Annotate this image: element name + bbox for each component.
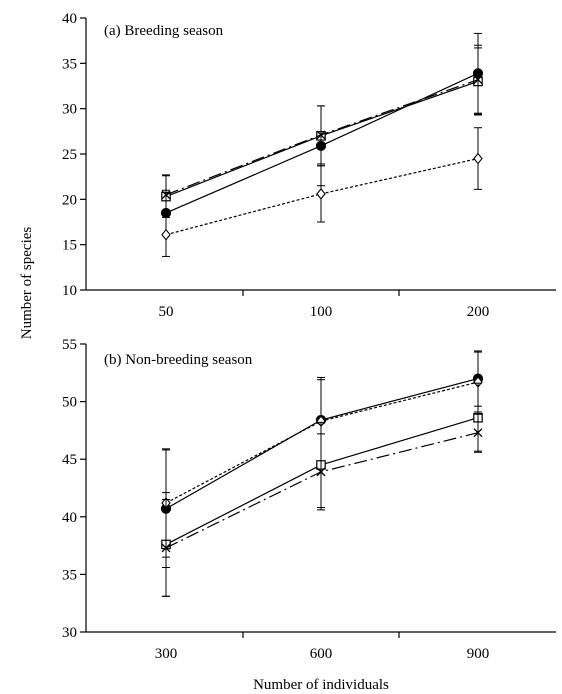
y-tick-label: 40: [62, 11, 77, 27]
data-point-open-diamond: [474, 154, 482, 164]
y-tick-label: 35: [62, 56, 77, 72]
series-line: [166, 379, 478, 509]
y-tick-label: 40: [62, 510, 77, 526]
y-tick-label: 20: [62, 192, 77, 208]
y-tick-label: 30: [62, 102, 77, 118]
x-tick-label: 300: [155, 646, 178, 662]
y-tick-label: 15: [62, 238, 77, 254]
y-tick-label: 25: [62, 147, 77, 163]
data-point-open-diamond: [162, 230, 170, 240]
y-tick-label: 30: [62, 625, 77, 641]
x-axis-title: Number of individuals: [253, 677, 389, 693]
series-3: [162, 414, 482, 596]
x-tick-label: 900: [467, 646, 490, 662]
series-line: [166, 382, 478, 503]
series-0: [161, 351, 482, 568]
panel-title: (a) Breeding season: [104, 23, 224, 39]
y-axis-title: Number of species: [19, 227, 35, 340]
y-tick-label: 10: [62, 283, 77, 299]
series-line: [166, 433, 478, 548]
panel-a-breeding-season: 10 15 20 25 30 35 40 50 100 200 (a) Breeding seaso…: [62, 11, 556, 320]
x-tick-label: 600: [310, 646, 333, 662]
y-tick-label: 50: [62, 395, 77, 411]
x-tick-label: 100: [310, 304, 333, 320]
panel-title: (b) Non-breeding season: [104, 352, 253, 368]
y-tick-label: 45: [62, 452, 77, 468]
panel-b-non-breeding-season: 30 35 40 45 50 55 300 600 900 (b) Non-breeding se…: [62, 337, 556, 662]
data-point-open-diamond: [317, 189, 325, 199]
y-tick-label: 35: [62, 567, 77, 583]
x-tick-label: 50: [159, 304, 174, 320]
y-tick-label: 55: [62, 337, 77, 353]
x-tick-label: 200: [467, 304, 490, 320]
